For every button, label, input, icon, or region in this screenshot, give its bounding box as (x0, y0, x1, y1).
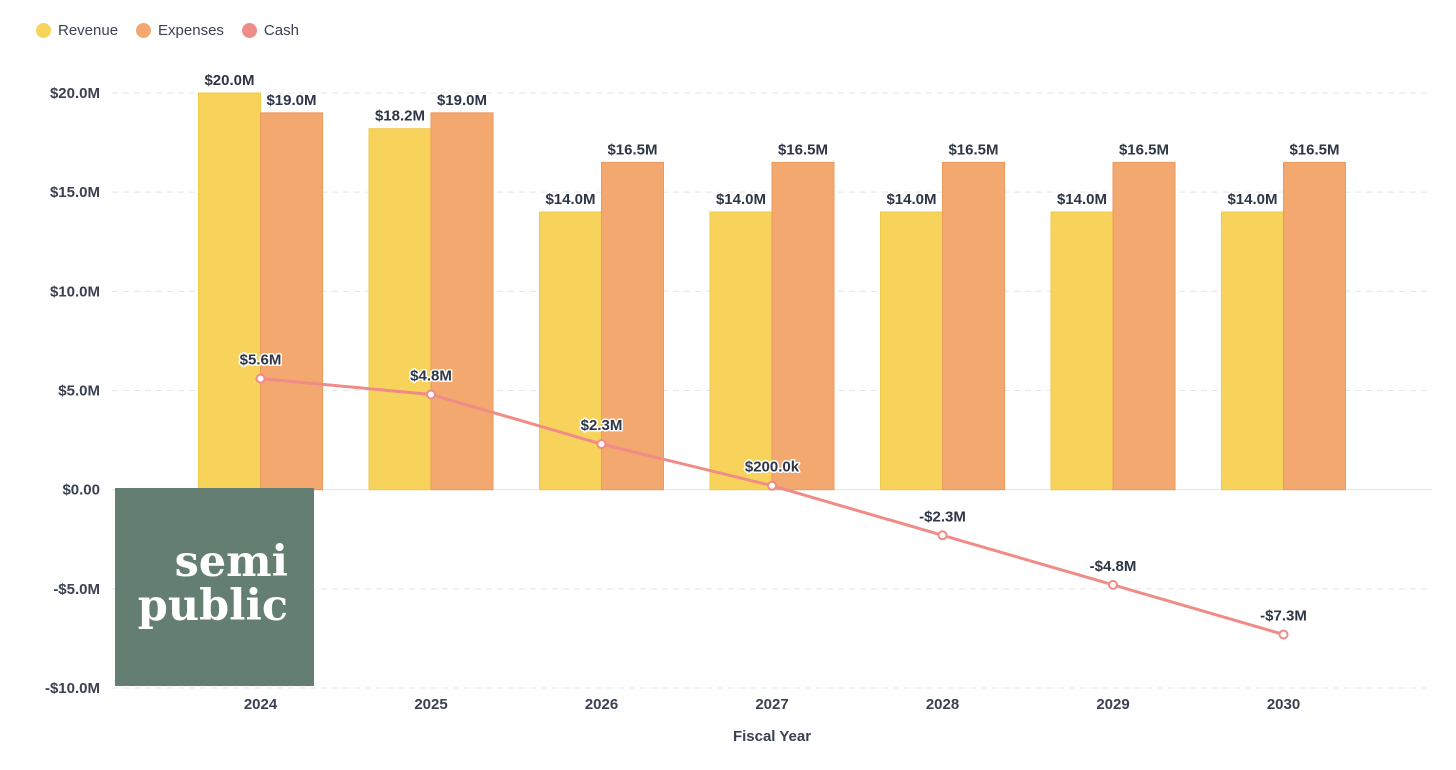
point-cash (596, 439, 607, 450)
bar-revenue (1050, 211, 1114, 491)
legend-item-cash[interactable]: Cash (241, 22, 299, 39)
bar-expenses (1112, 161, 1176, 491)
bar-label-revenue: $18.2M (375, 108, 425, 125)
y-tick-label: -$10.0M (45, 680, 100, 697)
legend-item-revenue[interactable]: Revenue (36, 22, 118, 39)
legend-swatch-revenue (36, 23, 51, 38)
y-tick-label: -$5.0M (53, 581, 100, 598)
y-tick-label: $5.0M (58, 383, 100, 400)
bar-label-expenses: $19.0M (437, 92, 487, 109)
legend-swatch-cash (241, 23, 257, 38)
bar-expenses (260, 112, 323, 491)
bar-revenue (198, 92, 261, 491)
bar-expenses (601, 161, 664, 491)
bar-expenses (771, 161, 835, 491)
bar-label-revenue: $14.0M (545, 191, 595, 208)
point-label-cash: $4.8M (410, 367, 452, 384)
bar-expenses (430, 112, 494, 491)
legend-label: Cash (263, 22, 299, 39)
point-label-cash: $200.0k (745, 459, 800, 476)
semipublic-logo: semi public (115, 488, 314, 686)
y-tick-label: $20.0M (50, 85, 100, 102)
x-tick-label: 2029 (1096, 696, 1129, 713)
bar-label-expenses: $16.5M (1289, 141, 1339, 158)
point-label-cash: -$2.3M (919, 508, 966, 525)
legend-label: Expenses (158, 22, 224, 39)
bar-label-revenue: $14.0M (1227, 191, 1277, 208)
legend-swatch-expenses (136, 23, 152, 38)
point-cash (937, 530, 948, 541)
bar-expenses (1283, 161, 1346, 491)
bar-label-revenue: $14.0M (886, 191, 936, 208)
bar-label-revenue: $14.0M (716, 191, 766, 208)
y-tick-label: $10.0M (50, 283, 100, 300)
bar-expenses (942, 161, 1005, 491)
bar-label-expenses: $16.5M (948, 141, 998, 158)
point-cash (767, 480, 777, 491)
bar-revenue (880, 211, 943, 491)
point-cash (1278, 629, 1289, 640)
y-tick-label: $15.0M (50, 184, 100, 201)
bar-revenue (539, 211, 602, 491)
point-cash (426, 389, 436, 400)
bar-revenue (368, 128, 432, 491)
logo-line-2: public (137, 581, 288, 631)
y-tick-label: $0.00 (62, 482, 100, 499)
point-cash (1108, 579, 1118, 590)
x-tick-label: 2024 (244, 696, 278, 713)
x-tick-label: 2026 (585, 696, 618, 713)
x-axis-title: Fiscal Year (733, 728, 811, 745)
legend: Revenue Expenses Cash (36, 22, 299, 39)
point-label-cash: $2.3M (581, 417, 623, 434)
x-tick-label: 2030 (1267, 696, 1300, 713)
logo-line-1: semi (174, 537, 288, 587)
bar-label-revenue: $20.0M (204, 72, 254, 89)
bar-label-revenue: $14.0M (1057, 191, 1107, 208)
bar-revenue (1221, 211, 1284, 491)
bar-label-expenses: $16.5M (778, 141, 828, 158)
bar-revenue (709, 211, 773, 491)
logo-text: semi public (138, 540, 288, 628)
x-tick-label: 2028 (926, 696, 959, 713)
x-tick-label: 2027 (755, 696, 788, 713)
bar-label-expenses: $16.5M (607, 141, 657, 158)
point-label-cash: $5.6M (240, 352, 282, 369)
point-cash (255, 373, 266, 384)
legend-label: Revenue (58, 22, 119, 39)
point-label-cash: -$7.3M (1260, 607, 1307, 624)
legend-item-expenses[interactable]: Expenses (136, 22, 224, 39)
bar-label-expenses: $16.5M (1119, 141, 1169, 158)
bar-label-expenses: $19.0M (266, 92, 316, 109)
x-tick-label: 2025 (414, 696, 447, 713)
point-label-cash: -$4.8M (1090, 558, 1137, 575)
